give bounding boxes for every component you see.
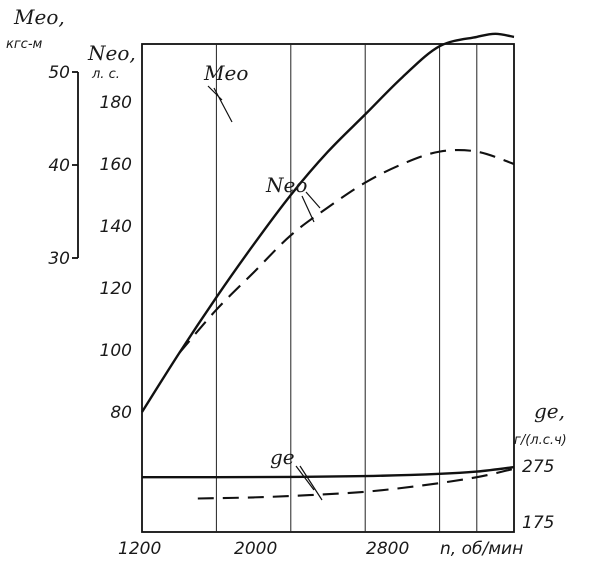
n-tick-label: 80 [110, 403, 132, 423]
x-tick-label: 1200 [118, 539, 161, 559]
n-tick-label: 100 [100, 341, 132, 361]
g-axis-unit: г/(л.с.ч) [514, 433, 567, 448]
g-axis-ticks: 275 175 [522, 457, 554, 533]
series-g-solid [142, 465, 515, 479]
n-tick-label: 120 [100, 279, 132, 299]
curve-label-m: Mео [203, 61, 248, 85]
curve-label-g: gе [270, 445, 295, 469]
leader-g [295, 465, 323, 501]
plot-frame [141, 43, 515, 533]
leader-m [207, 85, 233, 123]
curve-label-n: Nео [265, 173, 307, 197]
m-axis-unit: кгс-м [6, 37, 43, 52]
m-axis-title: Mео, [13, 5, 65, 29]
n-tick-label: 140 [100, 217, 132, 237]
x-axis-ticks: 1200 2000 2800 [118, 539, 409, 559]
g-axis-title: gе, [534, 399, 565, 423]
series-g-dashed [197, 467, 515, 500]
m-tick-label: 30 [48, 249, 70, 269]
curves [140, 32, 515, 500]
series-n-dashed [178, 148, 515, 354]
n-tick-label: 180 [100, 93, 132, 113]
leader-n [301, 191, 321, 223]
x-tick-label: 2000 [234, 539, 277, 559]
n-axis-unit: л. с. [91, 67, 120, 82]
x-axis-label: n, об/мин [440, 539, 523, 559]
vertical-gridlines [215, 44, 478, 532]
n-axis-ticks: 180 160 140 120 100 80 [100, 93, 132, 423]
series-n-solid [140, 32, 515, 413]
n-axis-title: Nео, [87, 41, 136, 65]
n-tick-label: 160 [100, 155, 132, 175]
m-axis-ticks: 50 40 30 [48, 63, 78, 269]
m-tick-label: 40 [48, 156, 70, 176]
g-tick-label: 175 [522, 513, 554, 533]
m-tick-label: 50 [48, 63, 70, 83]
x-tick-label: 2800 [366, 539, 409, 559]
g-tick-label: 275 [522, 457, 554, 477]
